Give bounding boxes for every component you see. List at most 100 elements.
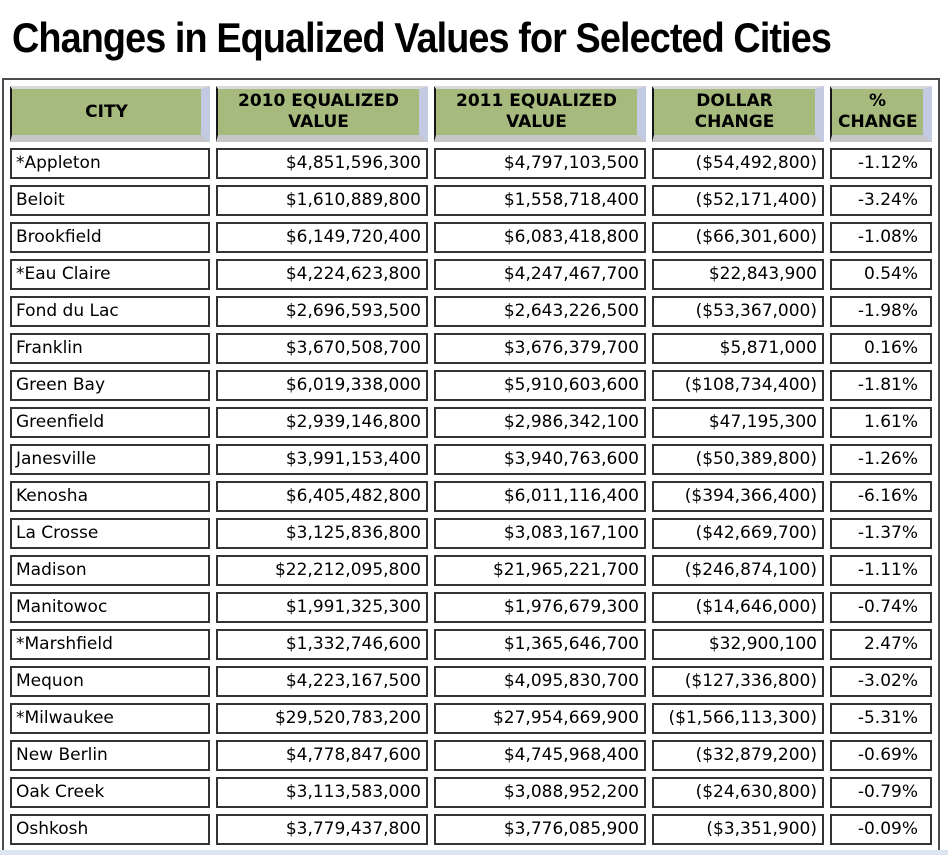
value-2011-cell: $2,986,342,100 <box>434 407 646 438</box>
value-2010-cell: $29,520,783,200 <box>216 703 428 734</box>
value-2011-cell: $6,011,116,400 <box>434 481 646 512</box>
dollar-change-cell: ($127,336,800) <box>652 666 824 697</box>
table-row: Beloit $1,610,889,800 $1,558,718,400 ($52,1… <box>10 185 932 216</box>
value-2011-cell: $3,940,763,600 <box>434 444 646 475</box>
value-2010-cell: $2,696,593,500 <box>216 296 428 327</box>
value-2011-cell: $2,643,226,500 <box>434 296 646 327</box>
city-cell: Green Bay <box>10 370 210 401</box>
header-city: CITY <box>10 86 210 142</box>
value-2010-cell: $1,610,889,800 <box>216 185 428 216</box>
city-cell: *Appleton <box>10 148 210 179</box>
city-cell: Manitowoc <box>10 592 210 623</box>
pct-change-cell: -1.12% <box>830 148 932 179</box>
pct-change-cell: -0.69% <box>830 740 932 771</box>
value-2011-cell: $27,954,669,900 <box>434 703 646 734</box>
value-2010-cell: $4,778,847,600 <box>216 740 428 771</box>
city-cell: New Berlin <box>10 740 210 771</box>
pct-change-cell: -0.74% <box>830 592 932 623</box>
value-2010-cell: $3,779,437,800 <box>216 814 428 845</box>
city-cell: *Milwaukee <box>10 703 210 734</box>
dollar-change-cell: ($52,171,400) <box>652 185 824 216</box>
header-row: CITY 2010 EQUALIZED VALUE 2011 EQUALIZED… <box>10 86 932 142</box>
pct-change-cell: -1.98% <box>830 296 932 327</box>
city-cell: Oshkosh <box>10 814 210 845</box>
pct-change-cell: 1.61% <box>830 407 932 438</box>
city-cell: Greenfield <box>10 407 210 438</box>
table-header: CITY 2010 EQUALIZED VALUE 2011 EQUALIZED… <box>10 86 932 142</box>
value-2011-cell: $1,558,718,400 <box>434 185 646 216</box>
value-2011-cell: $5,910,603,600 <box>434 370 646 401</box>
value-2011-cell: $6,083,418,800 <box>434 222 646 253</box>
dollar-change-cell: ($50,389,800) <box>652 444 824 475</box>
value-2010-cell: $3,991,153,400 <box>216 444 428 475</box>
table-row: Oshkosh $3,779,437,800 $3,776,085,900 ($3,3… <box>10 814 932 845</box>
value-2010-cell: $3,113,583,000 <box>216 777 428 808</box>
dollar-change-cell: ($14,646,000) <box>652 592 824 623</box>
city-cell: Mequon <box>10 666 210 697</box>
value-2011-cell: $21,965,221,700 <box>434 555 646 586</box>
city-cell: Oak Creek <box>10 777 210 808</box>
page-title-text: Changes in Equalized Values for Selected… <box>12 14 832 61</box>
table-row: Kenosha $6,405,482,800 $6,011,116,400 ($394… <box>10 481 932 512</box>
table-body: *Appleton $4,851,596,300 $4,797,103,500 ($5… <box>10 148 932 845</box>
city-cell: Janesville <box>10 444 210 475</box>
table-row: Manitowoc $1,991,325,300 $1,976,679,300 ($1… <box>10 592 932 623</box>
dollar-change-cell: ($108,734,400) <box>652 370 824 401</box>
table-row: New Berlin $4,778,847,600 $4,745,968,400 ($… <box>10 740 932 771</box>
value-2011-cell: $1,365,646,700 <box>434 629 646 660</box>
table-row: *Eau Claire $4,224,623,800 $4,247,467,700 $… <box>10 259 932 290</box>
pct-change-cell: -0.79% <box>830 777 932 808</box>
pct-change-cell: -3.24% <box>830 185 932 216</box>
page-title: Changes in Equalized Values for Selected… <box>12 12 948 64</box>
header-2011-equalized-value: 2011 EQUALIZED VALUE <box>434 86 646 142</box>
table-row: *Marshfield $1,332,746,600 $1,365,646,700 $… <box>10 629 932 660</box>
pct-change-cell: -6.16% <box>830 481 932 512</box>
table-row: Mequon $4,223,167,500 $4,095,830,700 ($127,… <box>10 666 932 697</box>
value-2010-cell: $4,224,623,800 <box>216 259 428 290</box>
header-2010-equalized-value: 2010 EQUALIZED VALUE <box>216 86 428 142</box>
value-2010-cell: $22,212,095,800 <box>216 555 428 586</box>
value-2010-cell: $6,405,482,800 <box>216 481 428 512</box>
value-2011-cell: $3,083,167,100 <box>434 518 646 549</box>
city-cell: Beloit <box>10 185 210 216</box>
dollar-change-cell: ($54,492,800) <box>652 148 824 179</box>
pct-change-cell: 0.16% <box>830 333 932 364</box>
table-row: Greenfield $2,939,146,800 $2,986,342,100 $4… <box>10 407 932 438</box>
dollar-change-cell: ($42,669,700) <box>652 518 824 549</box>
table-row: *Milwaukee $29,520,783,200 $27,954,669,900… <box>10 703 932 734</box>
value-2010-cell: $6,019,338,000 <box>216 370 428 401</box>
city-cell: Franklin <box>10 333 210 364</box>
bottom-edge-strip <box>0 850 948 855</box>
pct-change-cell: -1.37% <box>830 518 932 549</box>
value-2010-cell: $1,332,746,600 <box>216 629 428 660</box>
value-2011-cell: $3,676,379,700 <box>434 333 646 364</box>
table-row: Brookfield $6,149,720,400 $6,083,418,800 ($… <box>10 222 932 253</box>
dollar-change-cell: ($1,566,113,300) <box>652 703 824 734</box>
pct-change-cell: -5.31% <box>830 703 932 734</box>
value-2011-cell: $4,095,830,700 <box>434 666 646 697</box>
dollar-change-cell: $22,843,900 <box>652 259 824 290</box>
equalized-values-table: CITY 2010 EQUALIZED VALUE 2011 EQUALIZED… <box>2 78 940 853</box>
value-2010-cell: $4,851,596,300 <box>216 148 428 179</box>
dollar-change-cell: ($66,301,600) <box>652 222 824 253</box>
table-row: Franklin $3,670,508,700 $3,676,379,700 $5,8… <box>10 333 932 364</box>
value-2011-cell: $4,247,467,700 <box>434 259 646 290</box>
header-dollar-change: DOLLAR CHANGE <box>652 86 824 142</box>
pct-change-cell: -1.26% <box>830 444 932 475</box>
dollar-change-cell: $5,871,000 <box>652 333 824 364</box>
value-2011-cell: $3,776,085,900 <box>434 814 646 845</box>
header-pct-change: % CHANGE <box>830 86 932 142</box>
value-2011-cell: $4,745,968,400 <box>434 740 646 771</box>
table-row: Green Bay $6,019,338,000 $5,910,603,600 ($1… <box>10 370 932 401</box>
dollar-change-cell: ($3,351,900) <box>652 814 824 845</box>
dollar-change-cell: ($24,630,800) <box>652 777 824 808</box>
value-2010-cell: $6,149,720,400 <box>216 222 428 253</box>
table-row: La Crosse $3,125,836,800 $3,083,167,100 ($4… <box>10 518 932 549</box>
dollar-change-cell: $47,195,300 <box>652 407 824 438</box>
city-cell: *Eau Claire <box>10 259 210 290</box>
value-2010-cell: $4,223,167,500 <box>216 666 428 697</box>
pct-change-cell: -1.11% <box>830 555 932 586</box>
city-cell: Madison <box>10 555 210 586</box>
value-2010-cell: $3,125,836,800 <box>216 518 428 549</box>
dollar-change-cell: ($394,366,400) <box>652 481 824 512</box>
